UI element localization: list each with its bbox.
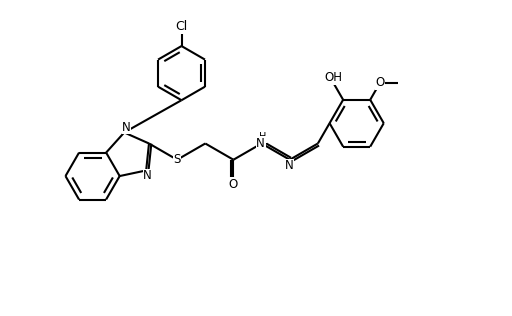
- Text: N: N: [285, 159, 293, 172]
- Text: N: N: [143, 169, 152, 182]
- Text: S: S: [174, 153, 181, 166]
- Text: N: N: [122, 121, 131, 134]
- Text: O: O: [375, 76, 385, 89]
- Text: O: O: [229, 178, 238, 191]
- Text: Cl: Cl: [176, 20, 187, 33]
- Text: H: H: [259, 132, 266, 142]
- Text: N: N: [257, 137, 265, 150]
- Text: OH: OH: [325, 71, 343, 84]
